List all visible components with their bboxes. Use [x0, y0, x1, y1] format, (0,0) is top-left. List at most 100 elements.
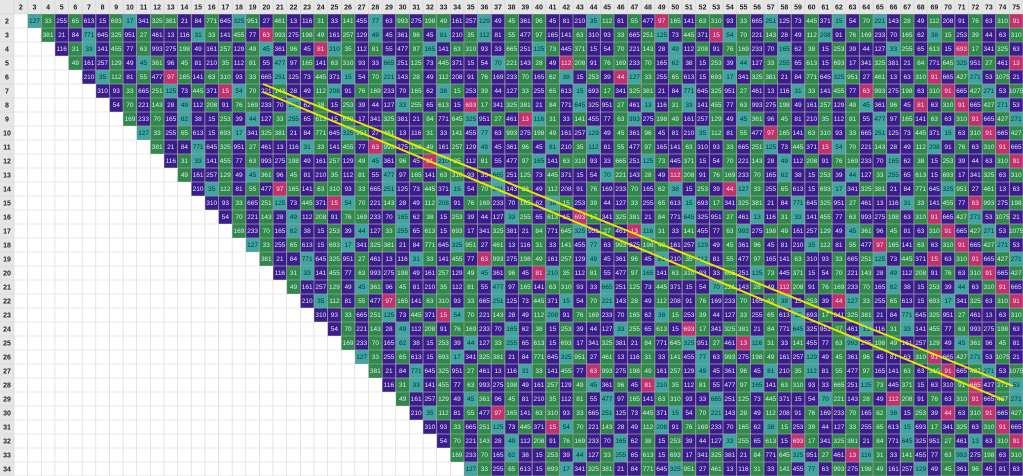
cell-value: 65: [917, 46, 925, 53]
cell-value: 15: [672, 312, 680, 319]
cell-value: 310: [929, 88, 940, 95]
cell-value: 54: [331, 326, 339, 333]
cell-value: 233: [506, 74, 517, 81]
cell-background: [259, 98, 273, 112]
cell-value: 84: [549, 102, 557, 109]
cell-value: 143: [629, 172, 640, 179]
cell-background: [123, 28, 137, 42]
cell-value: 143: [602, 424, 613, 431]
cell-value: 161: [206, 46, 217, 53]
cell-value: 73: [290, 200, 298, 207]
cell-background: [832, 112, 846, 126]
cell-background: [559, 98, 573, 112]
cell-value: 613: [765, 438, 776, 445]
cell-background: [232, 56, 246, 70]
cell-background: [995, 70, 1010, 84]
cell-value: 325: [152, 18, 163, 25]
cell-value: 17: [931, 424, 939, 431]
cell-value: 44: [958, 284, 966, 291]
cell-background: [982, 42, 996, 56]
cell-value: 21: [617, 466, 625, 473]
cell-value: 427: [983, 102, 994, 109]
cell-value: 63: [931, 116, 939, 123]
cell-value: 251: [765, 18, 776, 25]
cell-value: 693: [793, 438, 804, 445]
cell-background: [764, 14, 778, 28]
cell-background: [750, 70, 764, 84]
cell-value: 13: [985, 312, 993, 319]
cell-background: [300, 56, 314, 70]
column-header: 31: [412, 4, 420, 11]
cell-background: [600, 70, 614, 84]
column-header: 69: [930, 4, 938, 11]
cell-value: 63: [590, 368, 598, 375]
cell-background: [600, 42, 614, 56]
cell-value: 275: [274, 158, 285, 165]
cell-value: 28: [876, 270, 884, 277]
cell-value: 84: [781, 200, 789, 207]
column-header: 45: [603, 4, 611, 11]
cell-value: 45: [549, 18, 557, 25]
cell-background: [164, 14, 178, 28]
cell-value: 275: [615, 368, 626, 375]
cell-value: 951: [465, 242, 476, 249]
cell-value: 15: [426, 354, 434, 361]
cell-value: 28: [753, 284, 761, 291]
cell-value: 310: [956, 256, 967, 263]
cell-value: 45: [740, 116, 748, 123]
cell-value: 455: [915, 452, 926, 459]
cell-value: 253: [561, 326, 572, 333]
cell-value: 112: [411, 326, 422, 333]
cell-value: 161: [315, 158, 326, 165]
cell-value: 33: [317, 144, 325, 151]
cell-value: 371: [929, 130, 940, 137]
cell-value: 310: [343, 60, 354, 67]
cell-value: 455: [452, 256, 463, 263]
cell-value: 693: [956, 46, 967, 53]
cell-value: 44: [494, 88, 502, 95]
cell-background: [164, 42, 178, 56]
cell-value: 63: [972, 144, 980, 151]
cell-value: 33: [276, 116, 284, 123]
cell-value: 15: [317, 228, 325, 235]
cell-value: 165: [547, 32, 558, 39]
cell-value: 62: [522, 326, 530, 333]
cell-background: [954, 98, 969, 112]
cell-value: 198: [1011, 200, 1022, 207]
cell-background: [368, 56, 382, 70]
cell-background: [600, 98, 614, 112]
cell-background: [927, 42, 942, 56]
cell-value: 70: [276, 102, 284, 109]
cell-value: 310: [929, 228, 940, 235]
cell-value: 325: [847, 312, 858, 319]
cell-value: 993: [847, 340, 858, 347]
cell-value: 33: [794, 214, 802, 221]
cell-background: [109, 98, 123, 112]
row-header: 4: [5, 46, 9, 53]
cell-background: [286, 112, 301, 126]
cell-background: [177, 98, 192, 112]
cell-value: 39: [958, 158, 966, 165]
cell-value: 96: [167, 60, 175, 67]
cell-value: 116: [520, 242, 531, 249]
cell-value: 325: [820, 200, 831, 207]
cell-background: [136, 14, 151, 28]
cell-background: [777, 14, 792, 28]
cell-background: [341, 28, 355, 42]
cell-background: [777, 112, 792, 126]
cell-background: [791, 28, 805, 42]
cell-value: 15: [658, 438, 666, 445]
cell-background: [518, 112, 532, 126]
cell-background: [109, 56, 123, 70]
cell-value: 125: [288, 74, 299, 81]
cell-value: 993: [479, 382, 490, 389]
cell-value: 54: [685, 410, 693, 417]
cell-background: [355, 56, 369, 70]
cell-value: 70: [481, 186, 489, 193]
cell-background: [641, 28, 655, 42]
cell-value: 63: [985, 18, 993, 25]
cell-background: [614, 56, 628, 70]
cell-value: 455: [574, 242, 585, 249]
cell-value: 455: [465, 130, 476, 137]
cell-value: 208: [206, 102, 217, 109]
